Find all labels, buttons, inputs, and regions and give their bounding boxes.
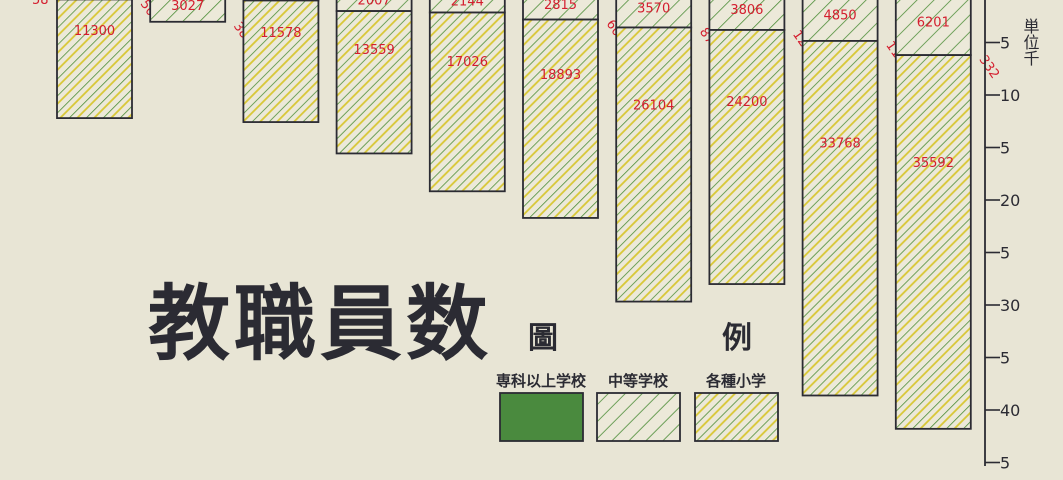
data-label: 11300 <box>74 24 115 39</box>
data-label: 3806 <box>730 3 763 18</box>
data-label: 2144 <box>451 0 484 9</box>
bar-segment <box>522 18 599 219</box>
y-tick-label: 40 <box>1000 401 1020 420</box>
y-tick-label: 20 <box>1000 191 1020 210</box>
bar-segment <box>894 54 972 430</box>
data-label: 3570 <box>637 2 670 17</box>
data-label: 33768 <box>819 136 860 151</box>
bar-segment <box>428 11 506 193</box>
y-tick-label: 5 <box>1000 34 1010 53</box>
y-tick-label: 5 <box>1000 349 1010 368</box>
bar-segment <box>708 29 786 285</box>
bar-segment <box>56 0 133 120</box>
bar-segment <box>242 0 320 123</box>
y-tick-label: 5 <box>1000 454 1010 473</box>
bar-segment <box>801 40 879 397</box>
legend-swatch <box>596 392 681 442</box>
legend-label: 専科以上学校 <box>496 372 587 390</box>
data-label: 2007 <box>358 0 391 9</box>
legend-label: 各種小学 <box>705 372 766 390</box>
data-label: 6201 <box>917 16 950 31</box>
bar-segment <box>335 10 413 155</box>
annotation: 58 <box>32 0 49 8</box>
data-label: 35592 <box>913 156 954 171</box>
data-label: 332 <box>976 53 1003 82</box>
data-label: 11578 <box>260 26 301 41</box>
y-tick-label: 30 <box>1000 296 1020 315</box>
data-label: 13559 <box>353 43 394 58</box>
legend-title: 圖 <box>528 321 558 356</box>
data-label: 3027 <box>171 0 204 14</box>
bar-segment <box>894 0 972 57</box>
data-label: 18893 <box>540 68 581 83</box>
data-label: 17026 <box>447 55 488 70</box>
y-tick-label: 5 <box>1000 139 1010 158</box>
legend-title: 例 <box>722 321 752 356</box>
legend-swatch <box>694 392 779 442</box>
data-label: 2815 <box>544 0 577 13</box>
bar-segment <box>149 0 227 23</box>
axis-label: 単位千 <box>1021 18 1040 66</box>
legend-swatch <box>499 392 584 442</box>
chart-title: 教職員数 <box>148 277 492 372</box>
data-label: 4850 <box>824 8 857 23</box>
bar-segment <box>615 0 693 29</box>
legend-label: 中等学校 <box>608 372 669 390</box>
bar-segment <box>615 26 693 303</box>
y-tick-label: 5 <box>1000 244 1010 263</box>
bar-segment <box>708 0 786 31</box>
data-label: 26104 <box>633 99 674 114</box>
y-tick-label: 10 <box>1000 86 1020 105</box>
data-label: 24200 <box>726 95 767 110</box>
